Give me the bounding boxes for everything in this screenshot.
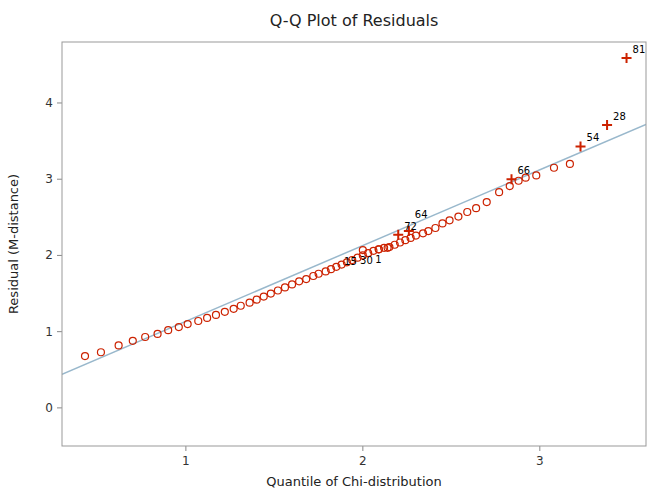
circle-point: [230, 305, 237, 312]
circle-point: [129, 337, 136, 344]
circle-point: [253, 296, 260, 303]
circle-point: [533, 172, 540, 179]
circle-point: [289, 281, 296, 288]
y-tick-label: 1: [45, 325, 53, 339]
cross-point: [507, 174, 517, 184]
y-tick-label: 3: [45, 172, 53, 186]
point-label: 30: [360, 255, 373, 266]
circle-point: [375, 246, 382, 253]
point-label: 15: [344, 256, 357, 267]
circle-point: [281, 284, 288, 291]
circle-point: [296, 278, 303, 285]
y-tick: [57, 331, 62, 332]
x-axis-label: Quantile of Chi-distribution: [266, 474, 442, 489]
point-label: 54: [587, 132, 600, 143]
circle-point: [473, 205, 480, 212]
circle-point: [267, 290, 274, 297]
y-tick-label: 0: [45, 401, 53, 415]
circle-point: [425, 228, 432, 235]
circle-point: [412, 232, 419, 239]
plot-area: [62, 42, 646, 446]
y-tick: [57, 407, 62, 408]
x-tick: [539, 446, 540, 451]
circle-point: [359, 247, 366, 254]
circle-point: [142, 333, 149, 340]
circle-point: [439, 220, 446, 227]
circle-point: [154, 330, 161, 337]
circle-point: [464, 208, 471, 215]
circle-point: [483, 199, 490, 206]
cross-point: [393, 230, 403, 240]
circle-point: [274, 287, 281, 294]
point-label: 1: [375, 254, 381, 265]
circle-point: [550, 164, 557, 171]
x-tick-label: 1: [182, 454, 190, 468]
x-tick: [185, 446, 186, 451]
circle-point: [115, 342, 122, 349]
title: Q-Q Plot of Residuals: [270, 11, 439, 30]
circle-point: [303, 276, 310, 283]
circle-point: [204, 314, 211, 321]
x-tick: [362, 446, 363, 451]
y-tick-label: 2: [45, 248, 53, 262]
cross-point: [622, 53, 632, 63]
circle-point: [165, 327, 172, 334]
circle-point: [175, 324, 182, 331]
y-axis-label: Residual (M-distance): [6, 174, 21, 314]
y-tick-label: 4: [45, 96, 53, 110]
circle-point: [384, 244, 391, 251]
y-tick: [57, 102, 62, 103]
cross-point: [576, 141, 586, 151]
circle-point: [315, 270, 322, 277]
circle-point: [97, 349, 104, 356]
y-tick: [57, 255, 62, 256]
circle-point: [221, 308, 228, 315]
point-label: 81: [633, 44, 646, 55]
circle-point: [212, 311, 219, 318]
point-label: 64: [415, 209, 428, 220]
x-tick-label: 2: [359, 454, 367, 468]
point-label: 72: [404, 221, 417, 232]
circle-point: [432, 224, 439, 231]
plot-frame: [62, 42, 646, 446]
point-label: 66: [518, 165, 531, 176]
reference-line: [62, 124, 646, 374]
circle-point: [246, 299, 253, 306]
circle-point: [237, 302, 244, 309]
circle-point: [496, 189, 503, 196]
y-tick: [57, 179, 62, 180]
circle-point: [446, 217, 453, 224]
cross-point: [602, 120, 612, 130]
circle-point: [82, 353, 89, 360]
circle-point: [566, 160, 573, 167]
circle-point: [260, 293, 267, 300]
chart: 1230123415301726466542881Q-Q Plot of Res…: [0, 0, 666, 500]
marks: [62, 53, 646, 374]
point-label: 28: [613, 111, 626, 122]
circle-point: [455, 213, 462, 220]
circle-point: [195, 317, 202, 324]
x-tick-label: 3: [536, 454, 544, 468]
circle-point: [184, 321, 191, 328]
